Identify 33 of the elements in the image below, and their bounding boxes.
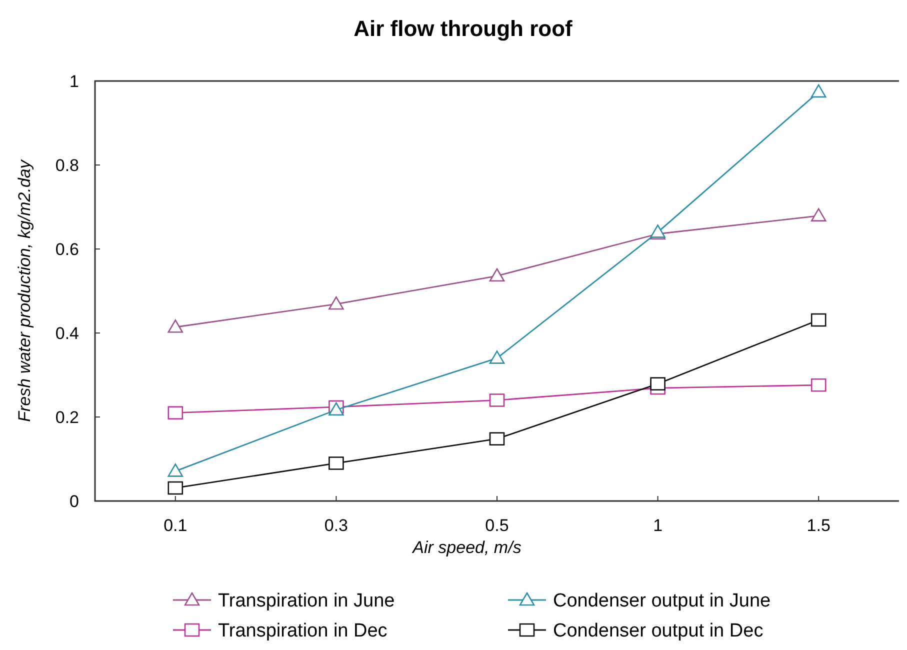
point: [489, 394, 505, 407]
legend-label: Transpiration in June: [218, 590, 395, 612]
point: [489, 268, 505, 282]
point: [489, 432, 505, 446]
point: [168, 481, 184, 495]
point: [168, 464, 184, 477]
x-tick-label: 0.5: [485, 516, 509, 535]
y-tick-label: 0: [70, 492, 79, 511]
y-tick-label: 1: [70, 72, 79, 91]
y-tick-label: 0.2: [55, 408, 79, 427]
x-tick-label: 0.3: [324, 516, 348, 535]
y-tick-label: 0.8: [55, 156, 79, 175]
y-tick-label: 0.6: [55, 240, 79, 259]
point: [328, 296, 344, 310]
point: [810, 208, 826, 222]
point: [328, 456, 344, 470]
x-axis-title: Air speed, m/s: [412, 538, 522, 557]
point: [650, 377, 666, 390]
x-tick-label: 0.1: [164, 516, 188, 535]
point: [489, 350, 505, 364]
point: [810, 313, 826, 327]
y-tick-label: 0.4: [55, 324, 79, 343]
x-tick-label: 1: [653, 516, 663, 535]
y-axis-title: Fresh water production, kg/m2.day: [15, 158, 34, 422]
legend-label: Condenser output in June: [553, 590, 771, 612]
chart-title: Air flow through roof: [354, 16, 574, 41]
legend-label: Transpiration in Dec: [218, 620, 388, 642]
point: [810, 378, 826, 392]
legend-label: Condenser output in Dec: [553, 620, 764, 642]
point: [168, 406, 184, 420]
point: [810, 84, 826, 98]
point: [168, 319, 184, 333]
x-tick-label: 1.5: [806, 516, 830, 535]
